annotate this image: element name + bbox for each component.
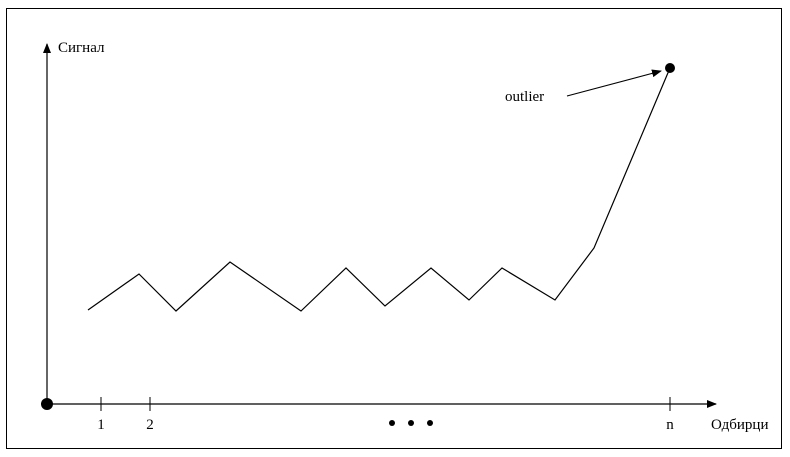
ellipsis-dots xyxy=(389,420,433,426)
outlier-arrow xyxy=(566,69,662,97)
ellipsis-dot xyxy=(389,420,395,426)
outlier-label: outlier xyxy=(505,89,544,105)
ellipsis-dot xyxy=(427,420,433,426)
tick-label-1: 1 xyxy=(97,417,105,433)
x-axis-label: Одбирци xyxy=(711,417,768,433)
signal-line xyxy=(87,67,671,312)
diagram-frame xyxy=(6,8,782,449)
outlier-point xyxy=(665,63,675,73)
tick-label-2: 2 xyxy=(146,417,154,433)
y-axis-label: Сигнал xyxy=(58,40,105,56)
ellipsis-dot xyxy=(408,420,414,426)
tick-label-n: n xyxy=(666,417,674,433)
origin-point xyxy=(41,398,53,410)
